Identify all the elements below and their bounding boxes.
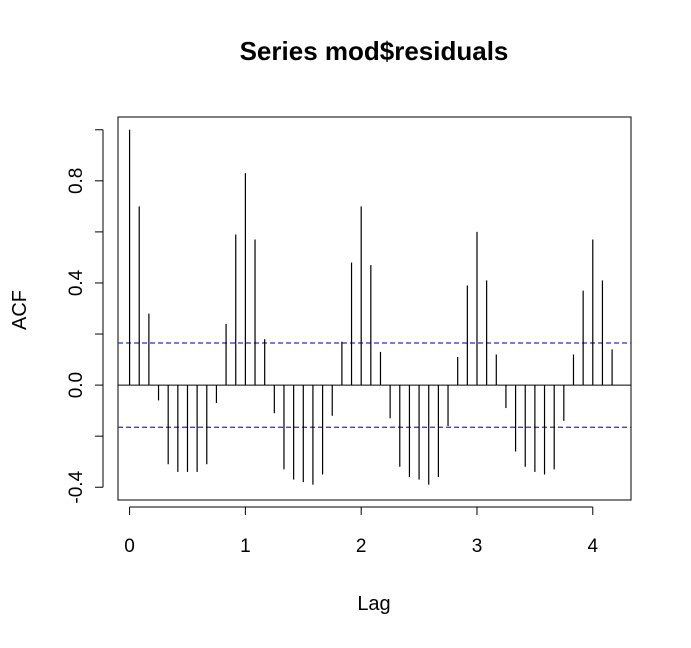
x-tick-label: 2 [356, 536, 367, 557]
x-axis-label: Lag [357, 593, 390, 615]
x-tick-label: 1 [240, 536, 251, 557]
x-axis: 0 1 2 3 4 [124, 506, 598, 557]
y-axis: -0.4 0.0 0.4 0.8 [66, 129, 104, 504]
x-tick-label: 0 [124, 536, 135, 557]
confidence-bounds [118, 342, 631, 428]
y-tick-label: 0.4 [66, 269, 87, 296]
plot-frame [117, 116, 632, 501]
y-axis-label: ACF [9, 290, 31, 330]
y-tick-label: 0.0 [66, 372, 87, 398]
chart-title: Series mod$residuals [240, 36, 509, 66]
x-tick-label: 3 [472, 536, 483, 557]
y-tick-label: 0.8 [66, 168, 87, 194]
x-tick-label: 4 [587, 536, 598, 557]
y-tick-label: -0.4 [66, 470, 87, 503]
acf-bars [128, 129, 613, 485]
